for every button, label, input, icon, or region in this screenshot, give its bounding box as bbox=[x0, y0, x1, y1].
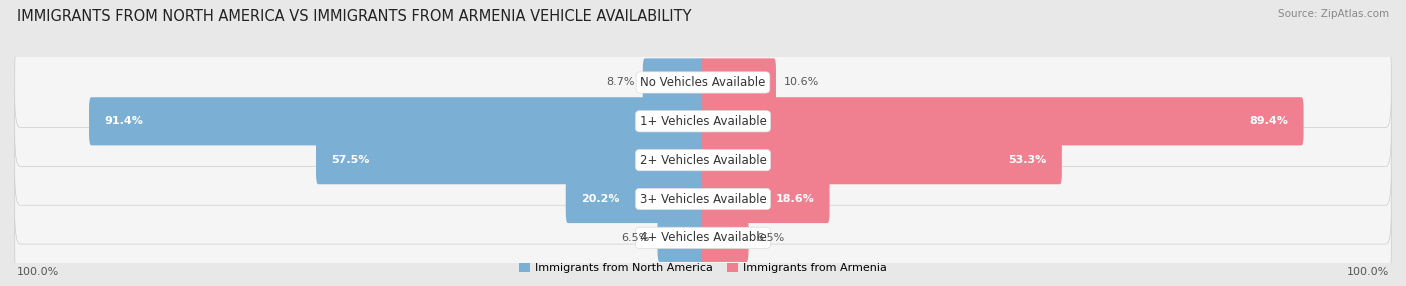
Text: 6.5%: 6.5% bbox=[756, 233, 785, 243]
Text: 3+ Vehicles Available: 3+ Vehicles Available bbox=[640, 192, 766, 206]
FancyBboxPatch shape bbox=[565, 175, 704, 223]
Text: 18.6%: 18.6% bbox=[775, 194, 814, 204]
Text: No Vehicles Available: No Vehicles Available bbox=[640, 76, 766, 89]
Text: 91.4%: 91.4% bbox=[104, 116, 143, 126]
Text: 8.7%: 8.7% bbox=[606, 78, 634, 88]
FancyBboxPatch shape bbox=[658, 214, 704, 262]
FancyBboxPatch shape bbox=[643, 58, 704, 107]
FancyBboxPatch shape bbox=[702, 214, 748, 262]
FancyBboxPatch shape bbox=[14, 193, 1392, 283]
Text: 10.6%: 10.6% bbox=[785, 78, 820, 88]
FancyBboxPatch shape bbox=[702, 97, 1303, 145]
FancyBboxPatch shape bbox=[14, 115, 1392, 205]
Text: 4+ Vehicles Available: 4+ Vehicles Available bbox=[640, 231, 766, 244]
FancyBboxPatch shape bbox=[14, 154, 1392, 244]
FancyBboxPatch shape bbox=[316, 136, 704, 184]
Text: 1+ Vehicles Available: 1+ Vehicles Available bbox=[640, 115, 766, 128]
FancyBboxPatch shape bbox=[14, 76, 1392, 166]
FancyBboxPatch shape bbox=[702, 175, 830, 223]
Text: 100.0%: 100.0% bbox=[17, 267, 59, 277]
FancyBboxPatch shape bbox=[702, 136, 1062, 184]
Text: 6.5%: 6.5% bbox=[621, 233, 650, 243]
Text: 57.5%: 57.5% bbox=[332, 155, 370, 165]
Legend: Immigrants from North America, Immigrants from Armenia: Immigrants from North America, Immigrant… bbox=[515, 258, 891, 278]
Text: 2+ Vehicles Available: 2+ Vehicles Available bbox=[640, 154, 766, 167]
Text: IMMIGRANTS FROM NORTH AMERICA VS IMMIGRANTS FROM ARMENIA VEHICLE AVAILABILITY: IMMIGRANTS FROM NORTH AMERICA VS IMMIGRA… bbox=[17, 9, 692, 23]
FancyBboxPatch shape bbox=[702, 58, 776, 107]
Text: 20.2%: 20.2% bbox=[581, 194, 620, 204]
FancyBboxPatch shape bbox=[89, 97, 704, 145]
Text: 100.0%: 100.0% bbox=[1347, 267, 1389, 277]
Text: 89.4%: 89.4% bbox=[1250, 116, 1288, 126]
FancyBboxPatch shape bbox=[14, 37, 1392, 128]
Text: 53.3%: 53.3% bbox=[1008, 155, 1046, 165]
Text: Source: ZipAtlas.com: Source: ZipAtlas.com bbox=[1278, 9, 1389, 19]
